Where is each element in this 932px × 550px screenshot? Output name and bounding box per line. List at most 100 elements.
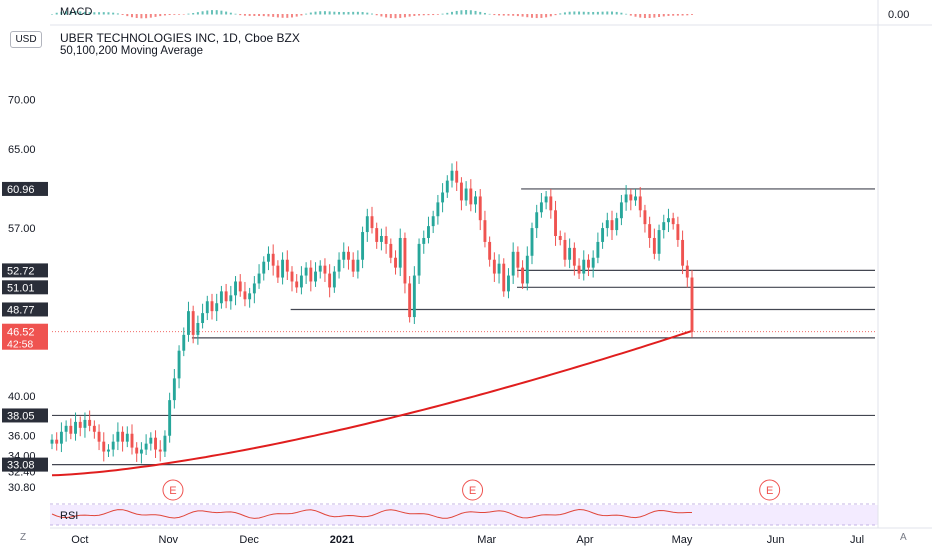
macd-bar: [286, 14, 289, 18]
candle-body: [497, 263, 501, 274]
moving-average-legend[interactable]: 50,100,200 Moving Average: [60, 45, 204, 57]
candle-body: [474, 196, 477, 205]
candle-body: [121, 431, 125, 442]
macd-bar: [178, 14, 181, 15]
auto-scale-button[interactable]: A: [900, 532, 907, 543]
macd-bar: [300, 14, 303, 16]
candle-body: [97, 431, 101, 442]
candle-body: [398, 237, 402, 268]
candle-body: [299, 275, 303, 288]
price-axis[interactable]: 70.0065.0057.0040.0036.0034.0032.4030.80…: [2, 95, 48, 495]
macd-bar: [446, 12, 449, 15]
candle-body: [507, 275, 510, 292]
macd-bar: [549, 14, 552, 17]
candle-body: [469, 188, 473, 205]
macd-bar: [418, 14, 421, 16]
macd-bar: [422, 14, 425, 16]
candle-body: [210, 301, 214, 312]
macd-bar: [691, 14, 693, 15]
macd-bar: [432, 14, 435, 16]
price-tick-label: 40.00: [8, 391, 36, 403]
candle-body: [224, 291, 228, 302]
macd-bar: [441, 13, 444, 15]
candle-body: [464, 188, 468, 201]
macd-bar: [116, 13, 119, 15]
candle-body: [64, 425, 68, 432]
macd-pane: [50, 2, 878, 24]
macd-bar: [620, 12, 623, 15]
candle-body: [648, 224, 652, 238]
earnings-marker: [759, 479, 781, 501]
macd-bar: [582, 11, 585, 15]
price-tick-label: 70.00: [8, 95, 36, 107]
macd-bar: [498, 14, 501, 16]
macd-bar: [361, 12, 364, 15]
earnings-marker-label: E: [169, 485, 176, 497]
candle-body: [417, 243, 421, 276]
candle-body: [624, 194, 628, 203]
candle-body: [441, 192, 445, 203]
candle-body: [139, 449, 143, 454]
time-tick-label: Jun: [767, 534, 785, 546]
macd-bar: [512, 14, 515, 16]
rsi-label[interactable]: RSI: [60, 510, 79, 522]
zoom-corner-button[interactable]: Z: [20, 532, 27, 543]
macd-bar: [272, 14, 275, 17]
time-axis[interactable]: Oct Nov Dec 2021 Mar Apr May Jun Jul: [71, 534, 864, 546]
candle-body: [88, 419, 92, 426]
candle-body: [502, 263, 506, 292]
macd-bar: [535, 14, 538, 19]
chart-plot-area[interactable]: [50, 0, 878, 528]
macd-bar: [366, 12, 369, 15]
candle-body: [375, 228, 379, 242]
macd-bar: [531, 14, 533, 18]
candle-body: [337, 259, 341, 272]
macd-bar: [333, 11, 336, 15]
macd-bar: [479, 11, 482, 15]
macd-bar: [686, 14, 689, 16]
candle-body: [234, 281, 237, 296]
candle-body: [78, 421, 82, 428]
currency-button[interactable]: USD: [10, 31, 42, 48]
macd-bar: [667, 14, 670, 16]
time-tick-label: Apr: [576, 534, 593, 546]
macd-label[interactable]: MACD: [60, 6, 93, 18]
macd-bar: [507, 14, 510, 16]
macd-bar: [60, 11, 63, 15]
key-level-tag: [2, 280, 48, 295]
candle-body: [554, 210, 557, 236]
candle-body: [638, 196, 642, 211]
candle-body: [323, 265, 327, 274]
macd-bar: [568, 11, 571, 15]
candle-body: [361, 232, 365, 260]
macd-bar: [662, 14, 665, 17]
candle-body: [511, 251, 515, 276]
candle-body: [177, 350, 181, 379]
candle-body: [144, 443, 148, 450]
macd-bar: [347, 11, 350, 15]
macd-bar: [521, 14, 524, 17]
macd-bar: [554, 14, 557, 16]
macd-bar: [248, 14, 251, 16]
candle-body: [271, 253, 275, 266]
macd-bar: [107, 12, 110, 15]
candle-body: [422, 237, 426, 244]
macd-bar: [596, 11, 599, 15]
macd-bar: [488, 13, 491, 15]
macd-bar: [140, 14, 143, 19]
candle-body: [248, 293, 252, 300]
candle-body: [219, 291, 223, 304]
macd-bar: [328, 11, 331, 15]
macd-bar: [493, 14, 496, 16]
macd-bar: [394, 14, 397, 19]
macd-bar: [309, 12, 312, 15]
candle-body: [488, 241, 492, 260]
candle-body: [59, 431, 63, 444]
earnings-marker: [462, 479, 484, 501]
candle-body: [149, 437, 153, 444]
candle-body: [111, 441, 115, 450]
candle-body: [610, 220, 614, 231]
macd-bar: [634, 14, 637, 17]
